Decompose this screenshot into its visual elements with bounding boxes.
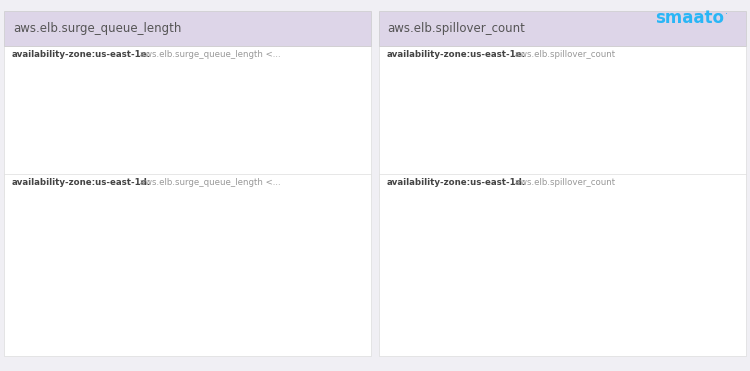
Text: aws.elb.spillover_count: aws.elb.spillover_count xyxy=(388,22,526,35)
Text: availability-zone:us-east-1d:: availability-zone:us-east-1d: xyxy=(386,178,526,187)
Text: smaato: smaato xyxy=(655,9,724,27)
Text: aws.elb.surge_queue_length <...: aws.elb.surge_queue_length <... xyxy=(137,50,281,59)
Text: ·: · xyxy=(724,9,728,19)
Text: availability-zone:us-east-1d:: availability-zone:us-east-1d: xyxy=(11,178,151,187)
Text: aws.elb.spillover_count: aws.elb.spillover_count xyxy=(512,50,616,59)
Text: availability-zone:us-east-1e:: availability-zone:us-east-1e: xyxy=(11,50,150,59)
Text: aws.elb.spillover_count: aws.elb.spillover_count xyxy=(512,178,616,187)
Text: aws.elb.surge_queue_length: aws.elb.surge_queue_length xyxy=(13,22,181,35)
Text: availability-zone:us-east-1e:: availability-zone:us-east-1e: xyxy=(386,50,525,59)
Text: aws.elb.surge_queue_length <...: aws.elb.surge_queue_length <... xyxy=(137,178,281,187)
